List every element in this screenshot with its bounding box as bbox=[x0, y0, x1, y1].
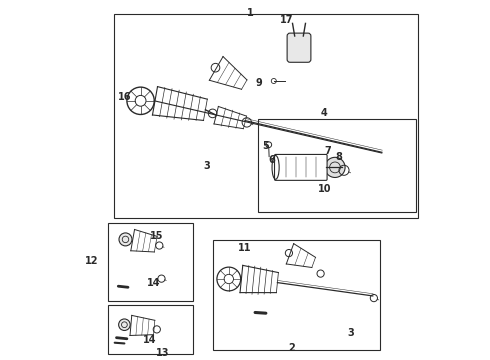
Text: 3: 3 bbox=[348, 328, 355, 338]
Text: 2: 2 bbox=[289, 343, 295, 354]
Text: 3: 3 bbox=[204, 161, 211, 171]
Bar bbox=[213, 240, 380, 350]
Text: 16: 16 bbox=[118, 92, 131, 102]
Text: 6: 6 bbox=[269, 155, 275, 165]
Text: 13: 13 bbox=[155, 348, 169, 358]
Bar bbox=[108, 305, 193, 354]
Text: 14: 14 bbox=[147, 278, 160, 288]
Bar bbox=[114, 14, 418, 218]
Text: 8: 8 bbox=[335, 152, 342, 162]
Text: 10: 10 bbox=[318, 184, 331, 194]
Bar bbox=[108, 223, 193, 301]
Circle shape bbox=[119, 233, 132, 246]
Text: 12: 12 bbox=[85, 256, 99, 266]
Text: 11: 11 bbox=[238, 243, 252, 253]
Text: 17: 17 bbox=[280, 15, 293, 25]
FancyBboxPatch shape bbox=[287, 33, 311, 62]
FancyBboxPatch shape bbox=[274, 154, 327, 180]
Text: 9: 9 bbox=[255, 78, 262, 88]
Bar bbox=[258, 119, 416, 212]
Circle shape bbox=[325, 157, 345, 177]
Text: 15: 15 bbox=[150, 231, 164, 241]
Text: 14: 14 bbox=[143, 335, 156, 345]
Text: 1: 1 bbox=[247, 8, 254, 18]
Text: 4: 4 bbox=[321, 108, 328, 118]
Text: 5: 5 bbox=[263, 141, 270, 151]
Text: 7: 7 bbox=[324, 146, 331, 156]
Circle shape bbox=[119, 319, 130, 330]
